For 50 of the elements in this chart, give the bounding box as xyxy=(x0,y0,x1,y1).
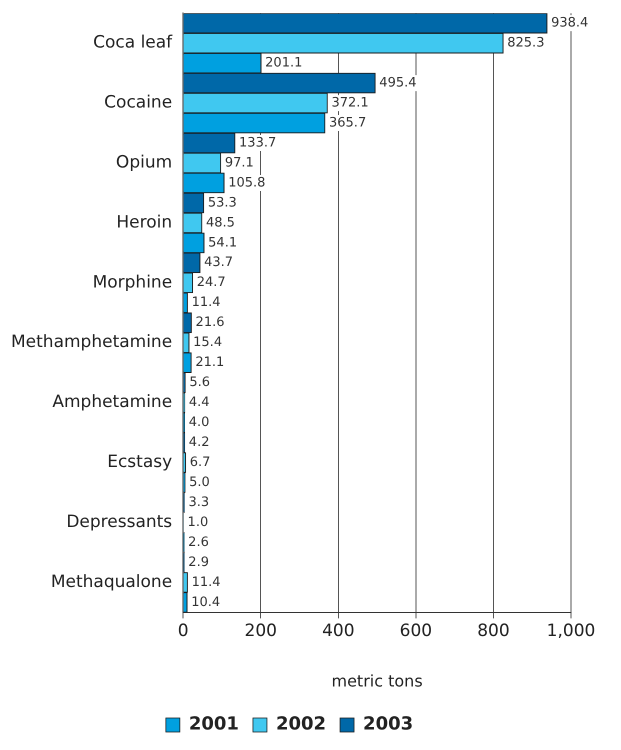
data-label: 825.3 xyxy=(507,36,544,51)
data-label: 201.1 xyxy=(265,56,302,71)
data-label: 4.2 xyxy=(188,435,210,450)
data-label: 2.9 xyxy=(188,554,209,570)
data-label: 5.6 xyxy=(189,375,210,390)
x-tick-label: 600 xyxy=(400,621,432,642)
data-label: 3.3 xyxy=(188,494,210,510)
data-label: 53.3 xyxy=(208,195,237,210)
data-label: 372.1 xyxy=(331,95,369,110)
data-label: 1.0 xyxy=(188,514,208,530)
legend-label: 2001 xyxy=(188,714,239,735)
data-label: 21.6 xyxy=(196,315,224,330)
data-label: 21.1 xyxy=(195,355,224,370)
y-tick-label: Depressants xyxy=(66,512,172,532)
y-tick-label: Methamphetamine xyxy=(10,332,172,352)
data-label: 365.7 xyxy=(329,115,366,130)
data-label: 48.5 xyxy=(206,215,235,230)
data-label: 54.1 xyxy=(208,235,238,250)
data-label: 105.8 xyxy=(228,175,266,190)
data-label: 938.4 xyxy=(551,16,588,31)
data-label: 133.7 xyxy=(239,135,276,150)
y-tick-label: Methaqualone xyxy=(50,572,172,592)
legend-label: 2003 xyxy=(363,714,414,735)
y-tick-label: Morphine xyxy=(92,272,172,292)
data-label: 97.1 xyxy=(224,155,254,170)
y-tick-label: Heroin xyxy=(116,212,172,232)
data-label: 2.6 xyxy=(188,534,209,550)
data-label: 4.0 xyxy=(188,415,210,430)
data-label: 10.4 xyxy=(191,594,220,610)
y-tick-label: Amphetamine xyxy=(52,392,172,412)
data-label: 11.4 xyxy=(192,295,221,310)
x-axis-title: metric tons xyxy=(332,672,423,691)
data-label: 4.4 xyxy=(188,395,210,410)
x-tick-label: 1,000 xyxy=(546,621,596,642)
data-label: 15.4 xyxy=(193,335,222,350)
x-tick-label: 0 xyxy=(178,621,189,642)
y-tick-label: Coca leaf xyxy=(93,32,174,53)
data-label: 24.7 xyxy=(196,275,226,290)
y-tick-label: Ecstasy xyxy=(107,452,172,472)
legend-label: 2002 xyxy=(276,714,326,735)
y-tick-label: Opium xyxy=(116,152,172,172)
x-tick-label: 400 xyxy=(322,621,355,642)
x-tick-label: 200 xyxy=(244,621,277,642)
data-label: 11.4 xyxy=(192,574,221,590)
data-label: 6.7 xyxy=(190,454,210,470)
data-label: 43.7 xyxy=(204,255,234,270)
data-label: 5.0 xyxy=(189,474,210,490)
data-label: 495.4 xyxy=(379,75,417,90)
x-tick-label: 800 xyxy=(477,621,510,642)
y-tick-label: Cocaine xyxy=(104,92,172,112)
